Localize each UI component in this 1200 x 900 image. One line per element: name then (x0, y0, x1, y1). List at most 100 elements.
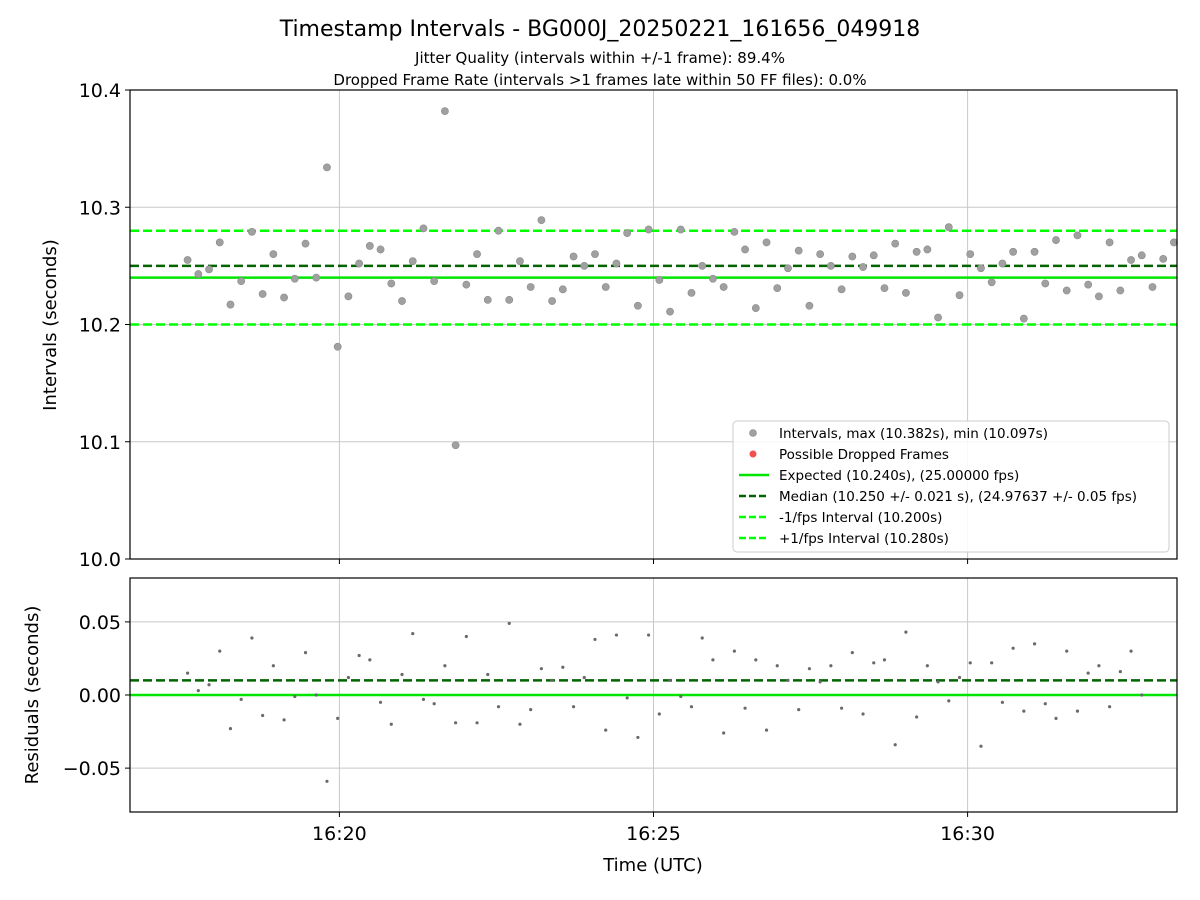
residual-point (625, 696, 629, 700)
x-axis-label: Time (UTC) (602, 855, 703, 876)
residual-point (882, 658, 887, 662)
residual-point (829, 664, 833, 668)
interval-point (516, 257, 524, 266)
chart-subtitle-dropped: Dropped Frame Rate (intervals >1 frames … (333, 71, 866, 89)
interval-point (215, 238, 224, 247)
interval-point (355, 259, 364, 268)
top-y-axis-label: Intervals (seconds) (40, 239, 61, 411)
interval-point (805, 301, 814, 310)
interval-point (633, 301, 642, 310)
residual-point (979, 744, 983, 748)
interval-point (934, 313, 942, 322)
residual-point (1000, 700, 1005, 704)
interval-point (451, 441, 460, 450)
interval-point (762, 238, 771, 247)
interval-point (237, 277, 246, 286)
residual-point (571, 705, 576, 709)
residual-point (378, 700, 383, 704)
residual-point (1065, 649, 1069, 653)
residual-point (561, 665, 565, 669)
interval-point (365, 242, 374, 250)
residual-point (1022, 709, 1026, 713)
interval-point (1009, 247, 1018, 256)
residual-point (218, 649, 222, 653)
interval-point (580, 261, 589, 270)
interval-point (494, 226, 503, 235)
residual-point (904, 630, 908, 634)
x-tick-label: 16:30 (940, 823, 995, 845)
y-tick-label: 10.3 (79, 197, 121, 219)
x-tick-label: 16:20 (312, 823, 367, 845)
interval-point (773, 284, 782, 293)
interval-point (837, 285, 846, 294)
interval-point (741, 245, 749, 254)
interval-point (376, 245, 385, 254)
interval-point (612, 259, 621, 268)
legend: Intervals, max (10.382s), min (10.097s) P… (732, 420, 1170, 553)
residual-point (496, 705, 501, 709)
residual-point (185, 671, 190, 675)
interval-point (387, 279, 396, 288)
interval-point (473, 250, 481, 259)
chart-title: Timestamp Intervals - BG000J_20250221_16… (279, 17, 921, 42)
residual-point (1118, 670, 1122, 674)
residual-point (518, 722, 522, 726)
bottom-y-axis-label: Residuals (seconds) (22, 606, 43, 785)
interval-point (966, 250, 975, 259)
residual-point (336, 716, 340, 721)
intervals-plot: 10.0 10.1 10.2 10.3 10.4 (79, 80, 1178, 571)
interval-point (323, 163, 331, 172)
interval-point (526, 283, 535, 291)
residual-point (689, 705, 694, 709)
residual-point (550, 678, 554, 682)
residual-point (636, 735, 640, 740)
residual-point (764, 728, 769, 732)
y-tick-label: 0.00 (79, 685, 121, 707)
residual-point (239, 697, 243, 701)
residual-point (872, 661, 876, 665)
interval-point (462, 280, 471, 289)
residual-point (850, 650, 854, 655)
residual-point (818, 680, 822, 684)
legend-marker (749, 450, 757, 458)
residual-point (604, 728, 608, 732)
residual-point (261, 713, 265, 718)
interval-point (784, 264, 792, 273)
interval-point (558, 285, 567, 294)
residual-point (1086, 671, 1090, 675)
interval-point (258, 290, 267, 298)
interval-point (344, 292, 353, 301)
interval-point (880, 284, 889, 293)
interval-point (719, 283, 728, 291)
residual-point (400, 672, 404, 677)
residual-point (593, 637, 597, 642)
interval-point (730, 227, 739, 236)
interval-point (709, 274, 717, 283)
interval-point (333, 342, 342, 351)
y-tick-label: −0.05 (63, 758, 121, 780)
y-tick-label: 10.1 (79, 432, 121, 454)
legend-label: Median (10.250 +/- 0.021 s), (24.97637 +… (779, 489, 1137, 505)
residual-point (990, 661, 994, 665)
interval-point (859, 263, 867, 271)
residual-point (722, 731, 726, 735)
legend-label: Intervals, max (10.382s), min (10.097s) (779, 426, 1048, 442)
residual-point (668, 678, 672, 682)
y-tick-label: 10.0 (79, 549, 121, 571)
interval-point (869, 251, 878, 260)
residual-point (679, 694, 683, 699)
interval-point (248, 227, 256, 236)
residual-point (775, 664, 779, 668)
y-tick-label: 10.2 (79, 315, 121, 337)
residual-point (839, 706, 844, 710)
residual-point (486, 672, 490, 677)
residual-point (797, 708, 801, 712)
interval-point (548, 297, 557, 305)
residual-point (228, 727, 233, 731)
residual-point (196, 689, 200, 693)
interval-point (505, 295, 514, 304)
interval-point (955, 291, 964, 300)
residual-point (1140, 693, 1144, 697)
interval-point (1019, 314, 1028, 323)
residual-point (957, 675, 962, 680)
